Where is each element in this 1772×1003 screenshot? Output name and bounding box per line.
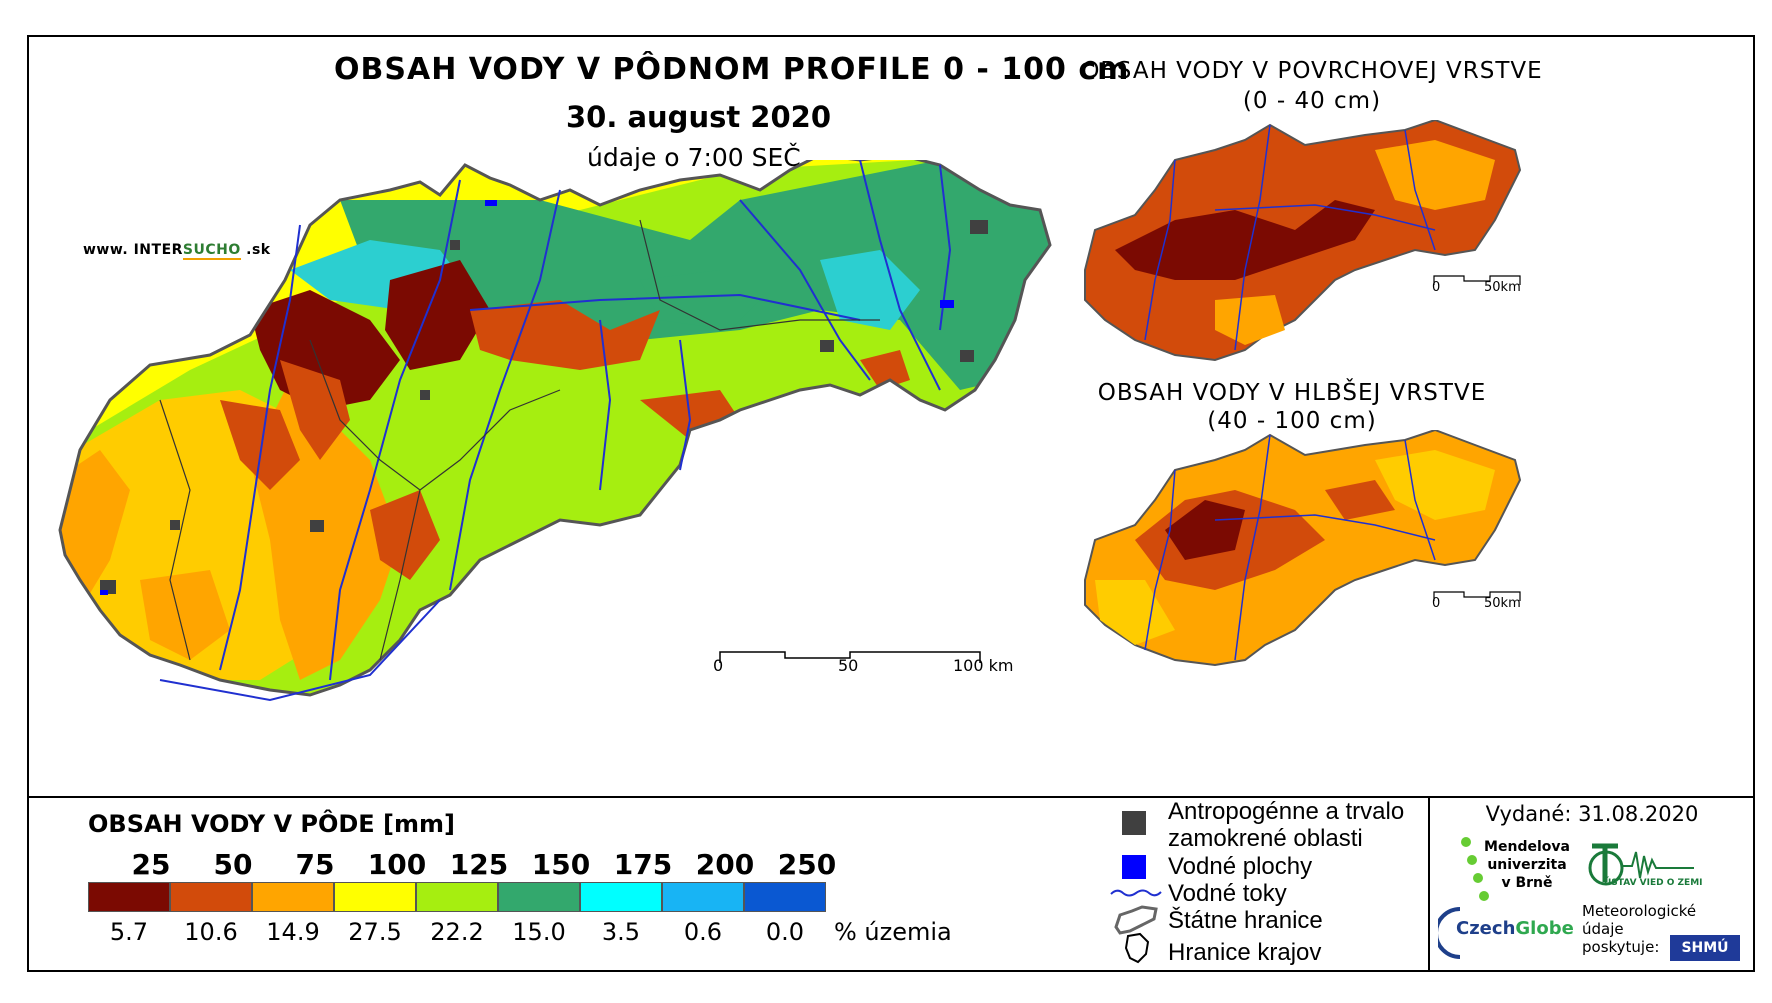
- deep-scale-bar: [1432, 588, 1532, 607]
- key-water-bodies: Vodné plochy: [1168, 853, 1313, 880]
- scale-mid: 50: [838, 656, 859, 675]
- czechglobe-label: CzechGlobe: [1456, 918, 1574, 939]
- legend-percentage: 5.7: [109, 918, 149, 946]
- shmu-logo: SHMÚ: [1670, 935, 1740, 961]
- state-border-icon: [1112, 905, 1160, 941]
- ustav-label: ÚSTAV VIED O ZEMI: [1604, 878, 1703, 888]
- legend-percentage: 15.0: [512, 918, 566, 946]
- surface-scale-zero: 0: [1432, 280, 1441, 295]
- meteo-credit: Meteorologické údaje poskytuje:: [1582, 902, 1697, 956]
- legend-swatch: [334, 882, 416, 912]
- surface-scale-max: 50km: [1484, 280, 1521, 295]
- legend-threshold: 200: [695, 848, 755, 881]
- region-border-icon: [1122, 932, 1152, 970]
- legend-title: OBSAH VODY V PÔDE [mm]: [88, 810, 456, 838]
- legend-swatch: [662, 882, 744, 912]
- data-time: údaje o 7:00 SEČ: [587, 143, 801, 172]
- legend-threshold: 250: [777, 848, 837, 881]
- legend-threshold: 50: [213, 848, 253, 881]
- mendel-university-label: Mendelova univerzita v Brně: [1484, 839, 1570, 891]
- deep-scale-max: 50km: [1484, 596, 1521, 611]
- main-title: OBSAH VODY V PÔDNOM PROFILE 0 - 100 cm: [334, 52, 1130, 87]
- key-anthropogenic-line1: Antropogénne a trvalo: [1168, 798, 1405, 825]
- legend-percentage: 10.6: [184, 918, 238, 946]
- legend-threshold: 125: [449, 848, 509, 881]
- legend-percentage: 0.6: [683, 918, 723, 946]
- main-soil-water-map: [40, 160, 1180, 790]
- main-scale-bar: [718, 648, 998, 672]
- legend-color-bar: [88, 882, 826, 912]
- mendel-university-logo: [1458, 836, 1498, 916]
- issued-date: Vydané: 31.08.2020: [1485, 802, 1699, 826]
- key-region-border: Hranice krajov: [1168, 939, 1322, 966]
- river-icon: [1110, 885, 1162, 904]
- legend-percentage: 0.0: [765, 918, 805, 946]
- legend-percentage: 14.9: [266, 918, 320, 946]
- legend-threshold: 100: [367, 848, 427, 881]
- legend-swatch: [744, 882, 826, 912]
- map-date: 30. august 2020: [566, 100, 832, 134]
- legend-threshold: 150: [531, 848, 591, 881]
- legend-percentages: 5.7 10.6 14.9 27.5 22.2 15.0 3.5 0.6 0.0: [88, 918, 868, 948]
- legend-swatch: [416, 882, 498, 912]
- deep-map-subtitle: (40 - 100 cm): [1207, 408, 1377, 434]
- legend-percentage: 3.5: [601, 918, 641, 946]
- key-anthropogenic-line2: zamokrené oblasti: [1168, 825, 1363, 852]
- anthropogenic-area-icon: [1122, 811, 1146, 835]
- surface-scale-bar: [1432, 272, 1532, 291]
- key-rivers: Vodné toky: [1168, 880, 1287, 907]
- website-link[interactable]: www. INTERSUCHO .sk: [83, 242, 271, 260]
- deep-layer-map: [1075, 428, 1535, 674]
- legend-threshold: 175: [613, 848, 673, 881]
- surface-map-subtitle: (0 - 40 cm): [1242, 88, 1382, 114]
- panel-divider-vertical: [1428, 796, 1430, 972]
- scale-max: 100 km: [953, 656, 1014, 675]
- legend-swatch: [88, 882, 170, 912]
- deep-map-title: OBSAH VODY V HLBŠEJ VRSTVE: [1097, 380, 1487, 406]
- panel-divider-horizontal: [27, 796, 1755, 798]
- legend-threshold: 75: [295, 848, 335, 881]
- legend-percentage: 22.2: [430, 918, 484, 946]
- deep-scale-zero: 0: [1432, 596, 1441, 611]
- legend-swatch: [252, 882, 334, 912]
- legend-threshold: 25: [131, 848, 171, 881]
- legend-percentage: 27.5: [348, 918, 402, 946]
- key-state-border: Štátne hranice: [1168, 907, 1323, 934]
- legend-swatch: [170, 882, 252, 912]
- legend-swatch: [580, 882, 662, 912]
- scale-zero: 0: [713, 656, 724, 675]
- ustav-vied-o-zemi-logo: [1588, 838, 1698, 898]
- legend-percent-unit: % územia: [834, 918, 952, 946]
- water-body-icon: [1122, 855, 1146, 879]
- surface-map-title: OBSAH VODY V POVRCHOVEJ VRSTVE: [1081, 58, 1543, 84]
- legend-swatch: [498, 882, 580, 912]
- legend-thresholds: 25 50 75 100 125 150 175 200 250: [110, 848, 890, 882]
- surface-layer-map: [1075, 118, 1535, 374]
